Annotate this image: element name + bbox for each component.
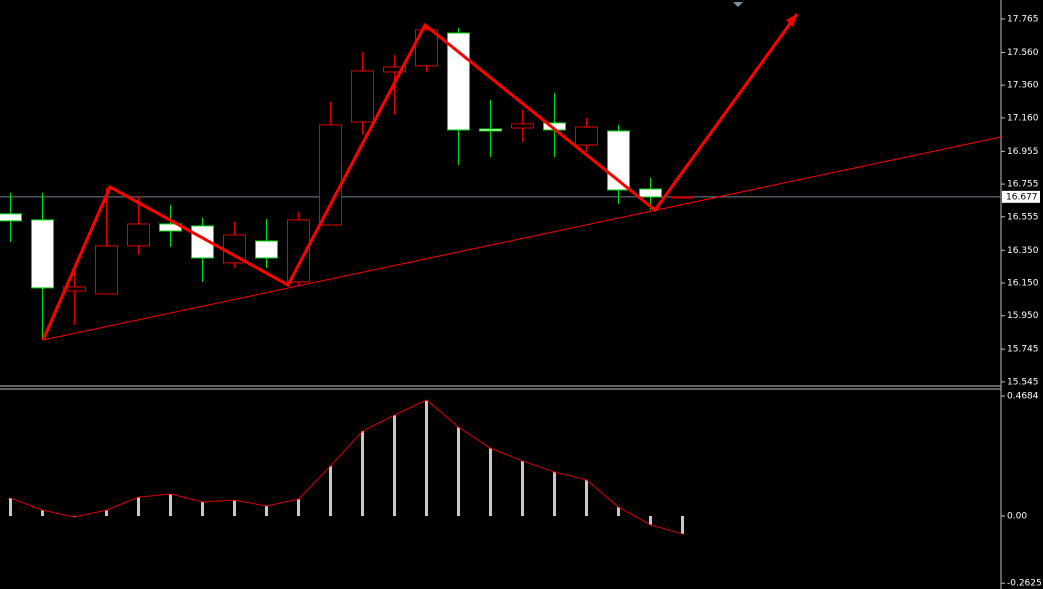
y-tick-label: 0.00: [1007, 512, 1027, 522]
plot: 17.765 17.560 17.360 17.160 16.955 16.755 16.5…: [0, 14, 1042, 589]
candle-body: [383, 66, 406, 73]
y-tick-label: 17.560: [1007, 48, 1039, 58]
signal-line: [10, 399, 683, 535]
candle-body: [671, 196, 694, 199]
candle-body: [351, 70, 374, 123]
candle-body: [511, 123, 534, 129]
price-label-box: [1002, 190, 1040, 203]
candle-body: [31, 219, 54, 289]
y-tick-label: -0.2625: [1007, 579, 1042, 589]
drawings: [41, 13, 1002, 341]
y-tick-label: 16.755: [1007, 180, 1039, 190]
y-tick-label: 17.160: [1007, 113, 1039, 123]
y-tick-label: 15.745: [1007, 345, 1039, 355]
candle-body: [575, 126, 598, 146]
candle-body: [479, 128, 502, 132]
shift-marker: [733, 2, 743, 7]
y-tick-label: 17.765: [1007, 14, 1039, 24]
arrow-head: [786, 14, 797, 27]
candle-body: [127, 223, 150, 247]
candle-body: [415, 29, 438, 67]
y-tick-label: 17.360: [1007, 81, 1039, 91]
candle-body: [0, 213, 22, 222]
candle-body: [63, 286, 86, 292]
y-tick-label: 0.4684: [1007, 392, 1039, 402]
y-tick-label: 16.555: [1007, 212, 1039, 222]
y-tick-label: 16.955: [1007, 147, 1039, 157]
trend-line: [42, 136, 1002, 341]
candle-body: [319, 124, 342, 226]
candle-body: [255, 240, 278, 259]
zigzag: [41, 13, 799, 341]
candle-body: [95, 245, 118, 295]
candle-body: [639, 188, 662, 198]
y-tick-label: 16.350: [1007, 246, 1039, 256]
candle-body: [287, 219, 310, 283]
y-tick-label: 16.150: [1007, 278, 1039, 288]
y-tick-label: 15.950: [1007, 311, 1039, 321]
price-label: 16.677: [1006, 192, 1038, 202]
y-tick-label: 15.545: [1007, 377, 1039, 387]
